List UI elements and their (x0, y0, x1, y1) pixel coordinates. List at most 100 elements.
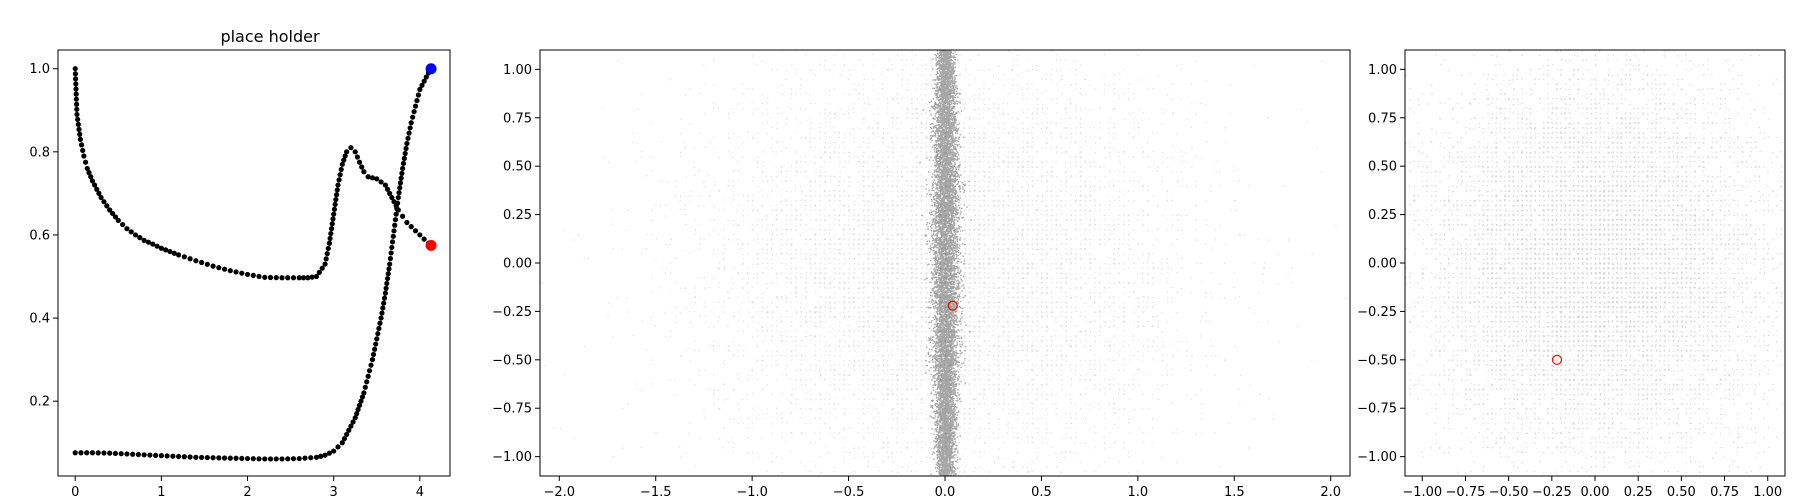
highlight-point (1551, 354, 1563, 365)
p2-tick-labels: −1.00 −0.75 −0.50 −0.25 0.00 0.25 0.50 0.75 1.00… (1357, 63, 1782, 500)
data-point (385, 271, 391, 277)
data-point (313, 273, 320, 280)
data-point (290, 456, 297, 462)
x-tick-label: 0.5 (1031, 485, 1052, 500)
p1-point-cloud (540, 50, 1347, 476)
data-point (204, 454, 210, 461)
data-point (337, 172, 343, 178)
data-point (163, 247, 169, 253)
p1-axes-frame (539, 49, 1351, 477)
data-point (322, 261, 328, 267)
data-point (324, 251, 330, 257)
data-point (256, 273, 262, 279)
data-point (339, 440, 345, 446)
x-tick-label: −0.50 (1489, 485, 1529, 500)
x-tick-label: 2.0 (1320, 485, 1341, 500)
data-point (379, 310, 385, 316)
data-point (73, 101, 80, 107)
data-point (355, 406, 361, 413)
data-point (279, 456, 285, 462)
data-point (389, 239, 396, 245)
data-point (376, 325, 382, 332)
data-point (107, 207, 113, 213)
data-point (341, 157, 347, 163)
data-point (368, 362, 374, 368)
data-point (170, 453, 176, 459)
p2-axes-frame (1404, 49, 1786, 477)
data-point (88, 174, 94, 180)
data-point (370, 351, 377, 358)
data-point (391, 228, 397, 234)
background-cloud (1405, 50, 1785, 476)
data-point (375, 331, 381, 337)
data-point (398, 175, 404, 181)
data-point (145, 239, 152, 245)
data-point (387, 261, 393, 267)
x-tick-label: 0.25 (1624, 485, 1653, 500)
data-point (267, 456, 274, 462)
data-point (417, 86, 423, 93)
data-point (285, 456, 291, 462)
data-point (309, 274, 315, 280)
y-tick-label: 0.00 (1368, 257, 1397, 272)
p0-tick-labels: 0 1 2 3 4 0.2 0.4 0.6 0.8 1.0 (29, 62, 424, 500)
line-chart-panel: place holder 0 1 2 3 4 0.2 0.4 0.6 0.8 1.0 (29, 27, 451, 500)
data-point (72, 450, 78, 456)
data-point (78, 142, 85, 148)
data-point (239, 455, 245, 462)
data-point (338, 166, 344, 173)
y-tick-label: 0.6 (29, 228, 50, 243)
data-point (392, 222, 398, 228)
y-tick-label: −0.75 (1357, 402, 1397, 417)
data-point (352, 415, 358, 421)
data-point (204, 261, 210, 267)
data-point (381, 295, 388, 301)
data-point (313, 454, 320, 460)
data-point (387, 255, 394, 262)
data-point (352, 149, 358, 155)
data-point (323, 256, 329, 262)
data-point (290, 275, 297, 281)
endpoint-marker (425, 239, 437, 251)
y-tick-label: −0.25 (492, 305, 532, 320)
data-point (388, 250, 394, 256)
data-point (74, 106, 80, 112)
data-point (118, 451, 124, 457)
data-point (387, 190, 393, 196)
data-point (78, 450, 84, 456)
data-point (348, 145, 354, 151)
data-point (334, 187, 340, 193)
data-point (244, 271, 251, 278)
x-tick-label: −0.75 (1446, 485, 1486, 500)
data-point (82, 159, 89, 165)
data-point (193, 454, 199, 460)
x-tick-label: 1.00 (1753, 485, 1782, 500)
data-point (419, 82, 425, 88)
data-point (210, 263, 216, 269)
data-point (421, 236, 427, 242)
endpoint-marker (425, 63, 437, 75)
p1-tick-labels: −2.0 −1.5 −1.0 −0.5 0.0 0.5 1.0 1.5 2.0 −1.00 −0.7… (492, 63, 1341, 500)
x-tick-label: 0.75 (1710, 485, 1739, 500)
data-point (408, 120, 414, 126)
data-point (176, 453, 182, 460)
data-point (342, 153, 348, 159)
data-point (361, 390, 367, 396)
data-point (112, 214, 119, 220)
x-tick-label: 0.00 (1581, 485, 1610, 500)
y-tick-label: −0.25 (1357, 305, 1397, 320)
data-point (154, 243, 160, 249)
p2-highlight-marks (1551, 354, 1563, 365)
data-point (406, 130, 412, 136)
data-point (77, 136, 83, 142)
data-point (326, 240, 332, 246)
data-point (397, 180, 404, 186)
data-point (378, 315, 384, 321)
y-tick-label: −0.75 (492, 402, 532, 417)
data-point (335, 444, 341, 450)
data-point (273, 275, 279, 281)
data-point (374, 176, 380, 182)
data-point (153, 452, 159, 458)
data-point (250, 456, 256, 462)
data-point (393, 211, 399, 217)
